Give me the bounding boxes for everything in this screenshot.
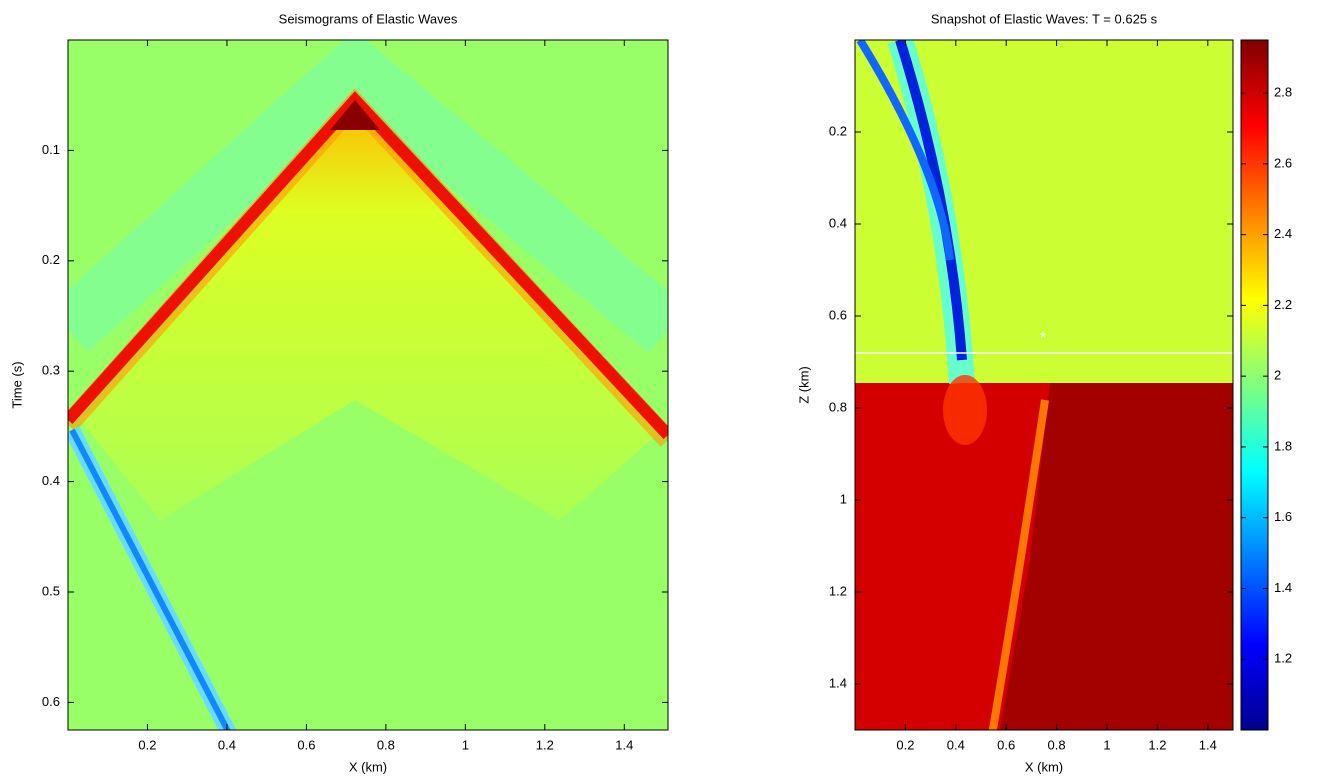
x-tick-label: 0.6 [297,737,315,752]
svg-text:*: * [1040,330,1046,347]
x-tick-label: 0.2 [896,737,914,752]
y-tick-label: 0.5 [42,583,60,598]
x-tick-label: 0.8 [377,737,395,752]
y-tick-label: 0.6 [829,307,847,322]
colorbar-tick-label: 2.2 [1274,297,1292,312]
colorbar-tick-label: 2 [1274,368,1281,383]
x-axis-label: X (km) [1025,759,1063,774]
x-tick-label: 0.4 [218,737,236,752]
x-tick-label: 1.2 [1148,737,1166,752]
y-tick-label: 1.4 [829,675,847,690]
colorbar-tick-label: 1.4 [1274,580,1292,595]
colorbar-tick-label: 1.2 [1274,651,1292,666]
heatmap-image: * [855,40,1233,730]
x-tick-label: 0.8 [1048,737,1066,752]
plot-frame [854,39,1234,731]
colorbar [1241,40,1268,730]
colorbar-frame [1240,39,1269,731]
heatmap-image [68,40,668,730]
x-tick-label: 1 [1103,737,1110,752]
x-tick-label: 1.2 [536,737,554,752]
x-axis-label: X (km) [349,759,387,774]
y-tick-label: 1 [840,491,847,506]
x-tick-label: 1.4 [1199,737,1217,752]
y-tick-label: 0.1 [42,142,60,157]
plot-frame [67,39,669,731]
chart-title: Seismograms of Elastic Waves [279,11,458,26]
x-tick-label: 0.4 [947,737,965,752]
colorbar-tick-label: 1.6 [1274,509,1292,524]
x-tick-label: 0.2 [138,737,156,752]
y-axis-label: Z (km) [796,366,811,404]
chart-title: Snapshot of Elastic Waves: T = 0.625 s [931,11,1158,26]
y-tick-label: 0.8 [829,399,847,414]
y-axis-label: Time (s) [9,361,24,408]
colorbar-tick-label: 2.6 [1274,155,1292,170]
y-tick-label: 0.2 [829,123,847,138]
colorbar-tick-label: 2.4 [1274,226,1292,241]
y-tick-label: 0.2 [42,252,60,267]
y-tick-label: 1.2 [829,583,847,598]
y-tick-label: 0.4 [42,473,60,488]
colorbar-tick-label: 2.8 [1274,85,1292,100]
x-tick-label: 1 [462,737,469,752]
y-tick-label: 0.6 [42,694,60,709]
y-tick-label: 0.3 [42,363,60,378]
colorbar-tick-label: 1.8 [1274,438,1292,453]
x-tick-label: 0.6 [997,737,1015,752]
x-tick-label: 1.4 [615,737,633,752]
y-tick-label: 0.4 [829,215,847,230]
